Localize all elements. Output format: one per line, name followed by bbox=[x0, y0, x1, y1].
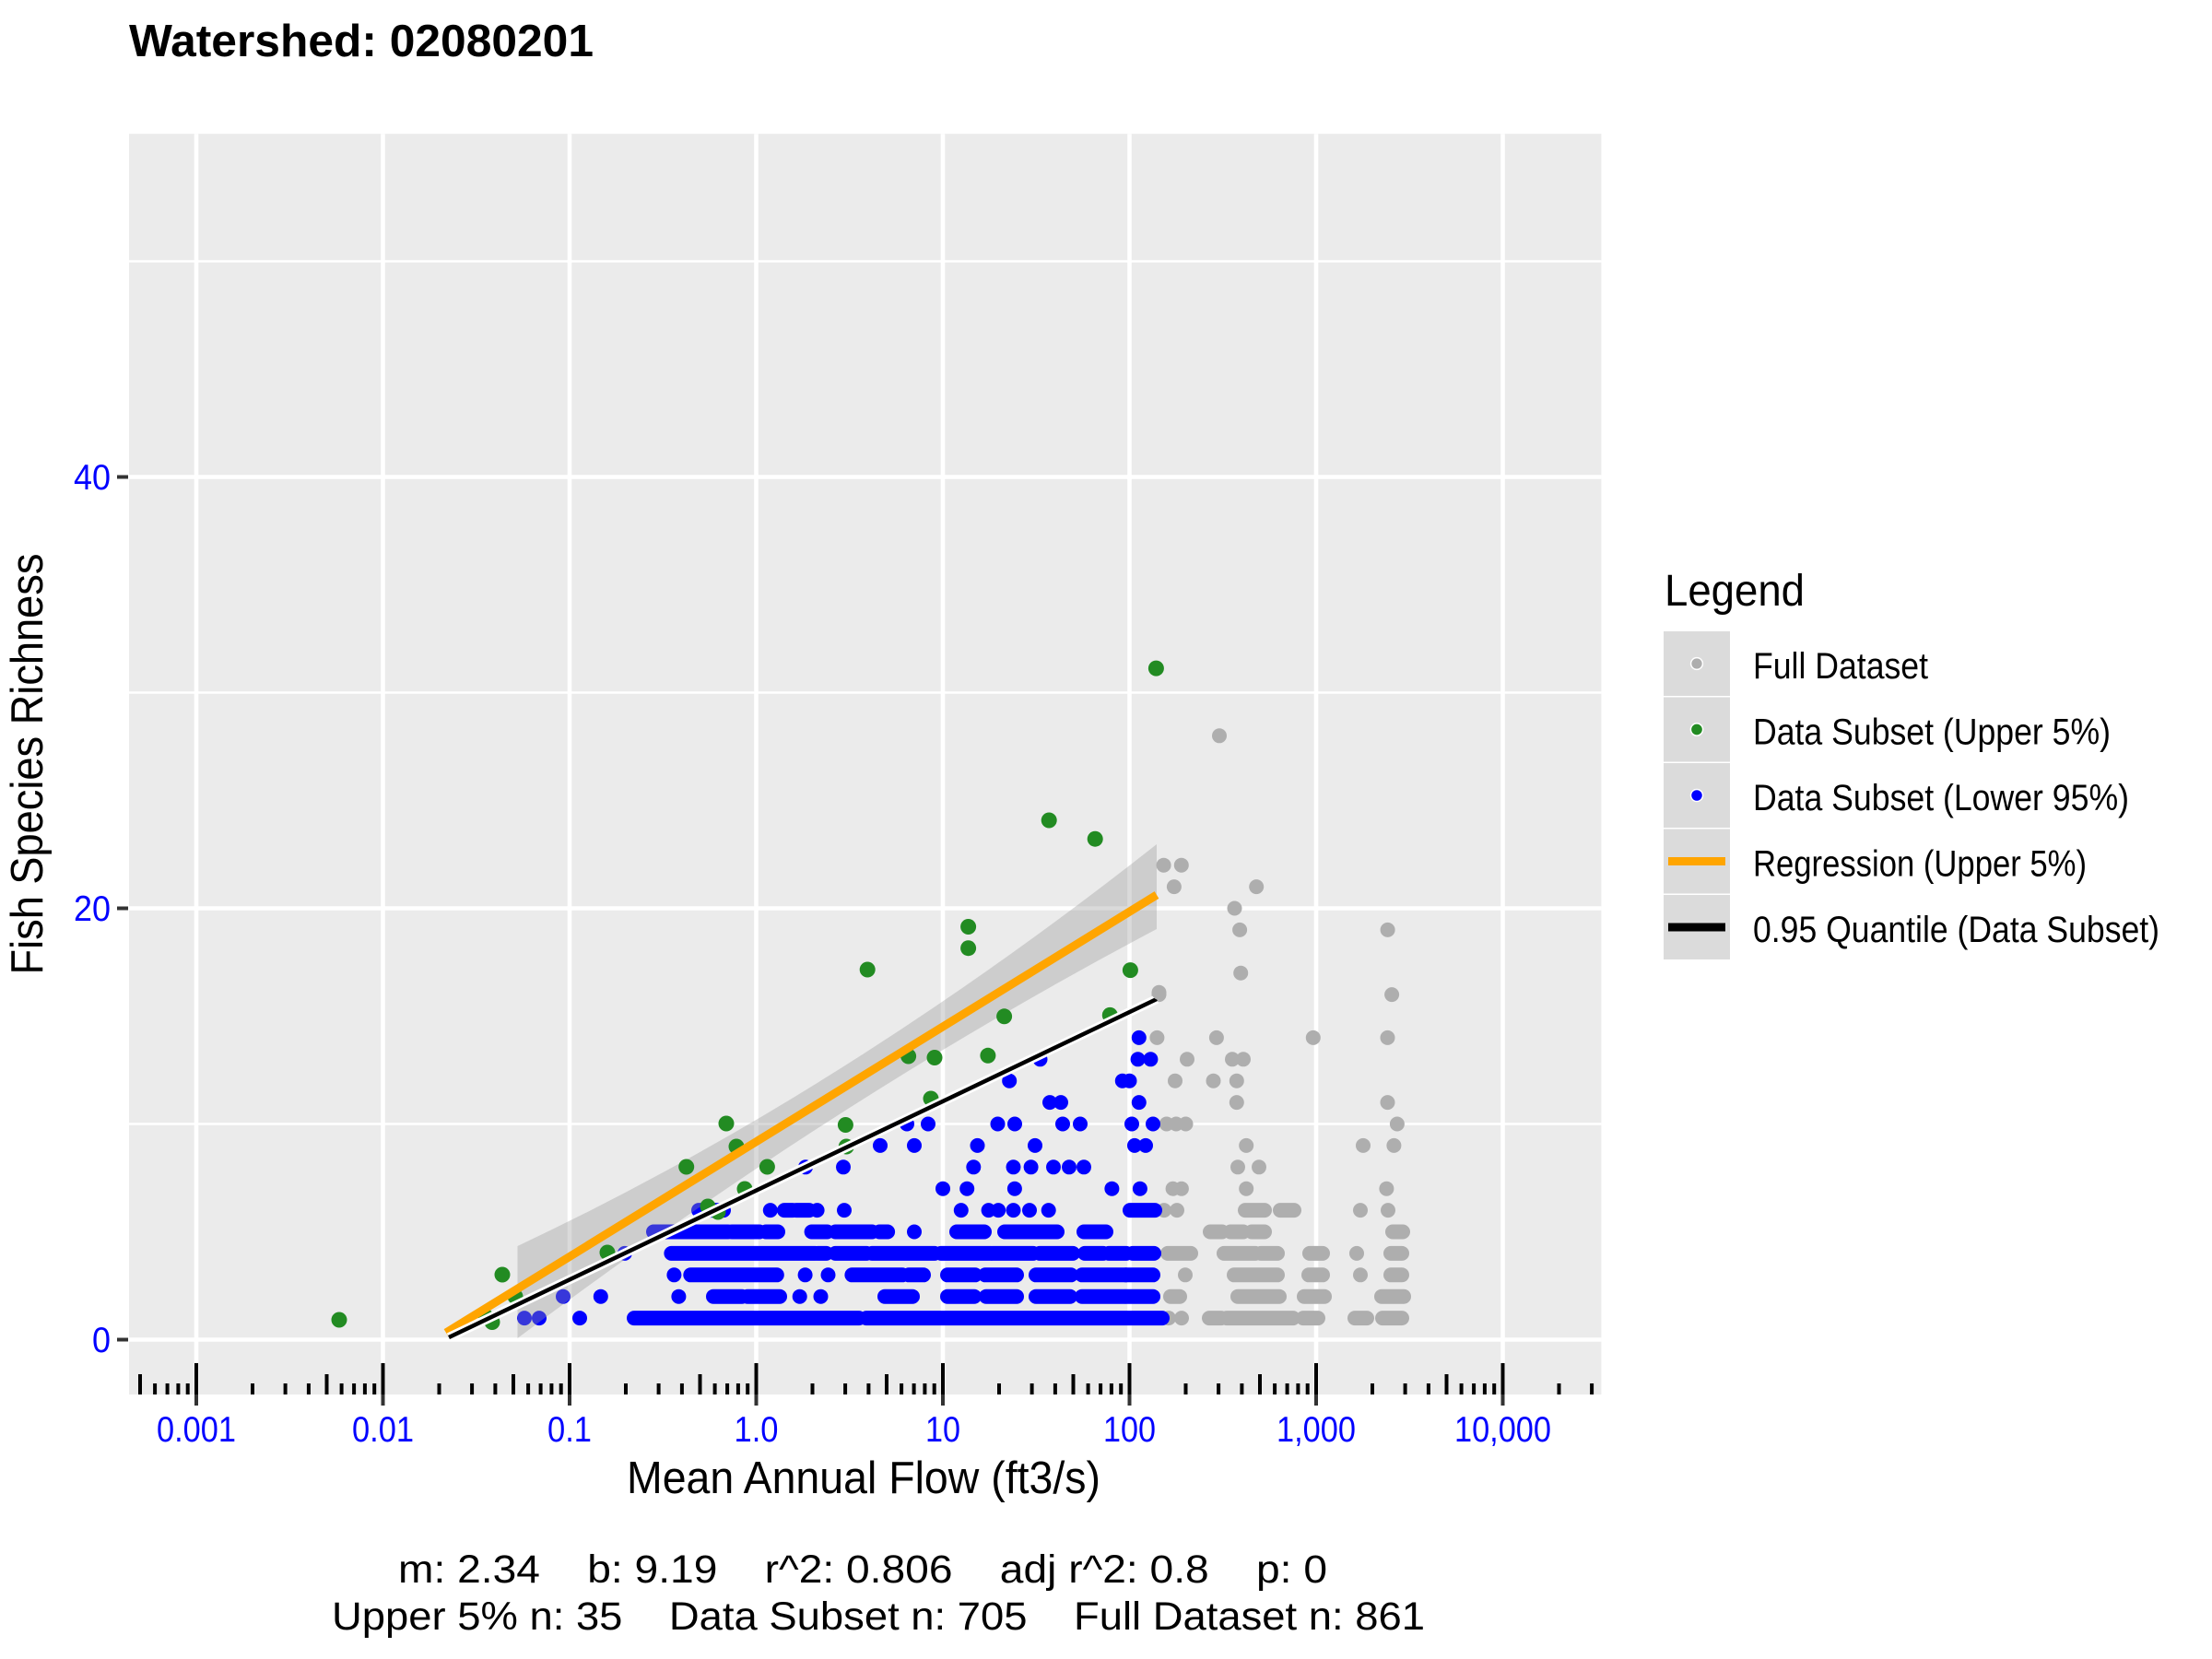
svg-text:Fish Species Richness: Fish Species Richness bbox=[3, 554, 53, 975]
svg-text:10: 10 bbox=[925, 1410, 960, 1450]
svg-text:40: 40 bbox=[74, 458, 111, 498]
svg-text:Regression (Upper 5%): Regression (Upper 5%) bbox=[1753, 844, 2087, 885]
svg-text:Legend: Legend bbox=[1665, 567, 1805, 616]
svg-text:20: 20 bbox=[74, 889, 111, 929]
svg-text:Data Subset (Upper 5%): Data Subset (Upper 5%) bbox=[1753, 712, 2111, 753]
svg-text:1,000: 1,000 bbox=[1277, 1410, 1356, 1450]
svg-text:0: 0 bbox=[92, 1321, 111, 1360]
svg-text:Watershed: 02080201: Watershed: 02080201 bbox=[129, 17, 594, 66]
svg-text:0.95 Quantile (Data Subset): 0.95 Quantile (Data Subset) bbox=[1753, 910, 2159, 950]
svg-text:100: 100 bbox=[1103, 1410, 1156, 1450]
svg-text:10,000: 10,000 bbox=[1454, 1410, 1551, 1450]
svg-text:1.0: 1.0 bbox=[735, 1410, 779, 1450]
svg-text:Mean Annual Flow (ft3/s): Mean Annual Flow (ft3/s) bbox=[627, 1453, 1100, 1503]
svg-text:0.01: 0.01 bbox=[352, 1410, 414, 1450]
svg-text:0.001: 0.001 bbox=[157, 1410, 236, 1450]
svg-text:0.1: 0.1 bbox=[547, 1410, 592, 1450]
svg-text:m: 2.34 b: 9.19 r^2: 0.8: m: 2.34 b: 9.19 r^2: 0.806 adj r^2: 0.8 … bbox=[398, 1547, 1327, 1592]
svg-text:Full Dataset: Full Dataset bbox=[1753, 646, 1928, 687]
svg-text:Data Subset (Lower 95%): Data Subset (Lower 95%) bbox=[1753, 778, 2129, 818]
svg-text:Upper 5% n: 35 Data Subset: Upper 5% n: 35 Data Subset n: 705 Full D… bbox=[332, 1594, 1425, 1639]
